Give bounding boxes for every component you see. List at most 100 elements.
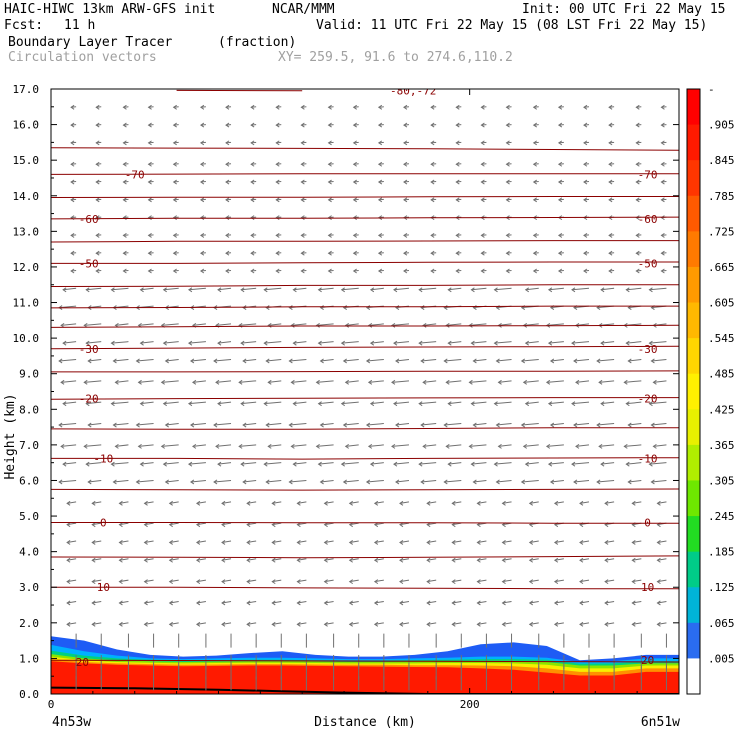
circulation-vector-head: [377, 161, 383, 167]
circulation-vector-head: [112, 358, 117, 364]
colorbar-swatch: [687, 195, 700, 232]
circulation-vector-head: [520, 479, 526, 485]
circulation-vector: [477, 622, 487, 625]
circulation-vector-head: [275, 104, 280, 110]
circulation-vector: [247, 600, 257, 604]
circulation-vector-head: [505, 161, 510, 167]
circulation-vector-head: [190, 422, 195, 428]
circulation-vector-head: [549, 422, 555, 428]
circulation-vector-head: [480, 140, 485, 146]
circulation-vector-head: [524, 401, 530, 407]
circulation-vector: [221, 622, 232, 625]
circulation-vector: [502, 540, 512, 543]
circulation-vector-head: [369, 287, 375, 293]
colorbar-swatch: [687, 516, 700, 553]
circulation-vector: [366, 423, 384, 426]
circulation-vector-head: [403, 197, 408, 203]
circulation-vector: [92, 522, 102, 526]
circulation-vector-head: [625, 340, 630, 346]
circulation-vector-head: [545, 443, 551, 449]
temperature-contour: [51, 305, 679, 309]
circulation-vector-head: [604, 600, 609, 606]
circulation-vector-head: [139, 340, 144, 346]
colorbar-label: .845: [708, 154, 735, 167]
circulation-vector: [88, 358, 102, 362]
circulation-vector-head: [579, 621, 584, 627]
circulation-vector: [628, 358, 642, 362]
circulation-vector: [657, 579, 667, 583]
circulation-vector-head: [263, 340, 268, 346]
circulation-vector-head: [395, 422, 400, 428]
circulation-vector-head: [426, 600, 431, 606]
circulation-vector: [266, 358, 282, 362]
temperature-contour: [51, 240, 679, 243]
circulation-vector-head: [225, 268, 230, 274]
circulation-vector: [502, 600, 512, 604]
circulation-vector-head: [553, 540, 559, 545]
circulation-vector: [318, 462, 334, 465]
circulation-vector: [399, 540, 410, 543]
circulation-vector: [529, 622, 539, 625]
circulation-vector-head: [95, 140, 100, 146]
circulation-vector-head: [225, 104, 230, 110]
circulation-vector-head: [300, 268, 305, 274]
circulation-vector-head: [172, 122, 177, 128]
circulation-vector-head: [493, 287, 498, 293]
circulation-vector: [550, 479, 564, 483]
circulation-vector: [221, 501, 232, 504]
circulation-vector-head: [447, 461, 452, 467]
circulation-vector: [624, 444, 642, 447]
circulation-vector-head: [497, 379, 502, 385]
circulation-vector: [628, 423, 642, 426]
circulation-vector: [140, 401, 154, 405]
circulation-vector: [272, 600, 282, 604]
circulation-vector-head: [625, 401, 630, 407]
circulation-vector-head: [660, 122, 665, 128]
circulation-vector-head: [476, 621, 481, 627]
circulation-vector-head: [547, 401, 553, 407]
y-tick-label: 4.0: [19, 546, 39, 559]
temperature-contour: [51, 261, 679, 264]
field-name: Boundary Layer Tracer: [8, 35, 173, 50]
circulation-vector-head: [648, 287, 653, 293]
circulation-vector-head: [524, 287, 530, 293]
circulation-vector-head: [275, 268, 280, 274]
circulation-vector-head: [271, 522, 276, 528]
circulation-vector: [289, 479, 307, 483]
circulation-vector: [289, 423, 307, 426]
circulation-vector-head: [656, 600, 661, 606]
circulation-vector-head: [505, 268, 510, 274]
circulation-vector: [349, 622, 359, 625]
contour-label: -10: [638, 452, 658, 465]
circulation-vector-head: [135, 358, 140, 364]
circulation-vector-head: [58, 479, 63, 485]
circulation-vector-head: [60, 322, 65, 328]
circulation-vector-head: [246, 522, 251, 528]
circulation-vector: [469, 323, 487, 326]
circulation-vector: [291, 444, 307, 447]
circulation-vector-head: [66, 557, 71, 563]
circulation-vector: [341, 401, 359, 405]
circulation-vector-head: [139, 287, 144, 293]
circulation-vector-head: [95, 179, 100, 185]
circulation-vector-head: [553, 557, 559, 563]
circulation-vector: [477, 579, 487, 583]
circulation-vector: [525, 287, 539, 291]
circulation-vector: [113, 423, 129, 426]
circulation-vector-head: [631, 557, 636, 563]
circulation-vector: [444, 423, 462, 426]
circulation-vector-head: [608, 268, 613, 274]
circulation-vector-head: [650, 422, 655, 428]
circulation-vector: [452, 522, 462, 526]
circulation-vector-head: [348, 500, 353, 506]
circulation-vector: [452, 501, 462, 504]
circulation-vector-head: [365, 305, 371, 311]
circulation-vector-head: [342, 479, 347, 485]
circulation-vector-head: [476, 500, 481, 506]
circulation-vector-head: [660, 232, 665, 238]
circulation-vector: [597, 423, 615, 426]
circulation-vector-head: [579, 500, 584, 506]
circulation-vector-head: [147, 250, 152, 256]
circulation-vector-head: [300, 179, 305, 185]
y-tick-label: 6.0: [19, 474, 39, 487]
